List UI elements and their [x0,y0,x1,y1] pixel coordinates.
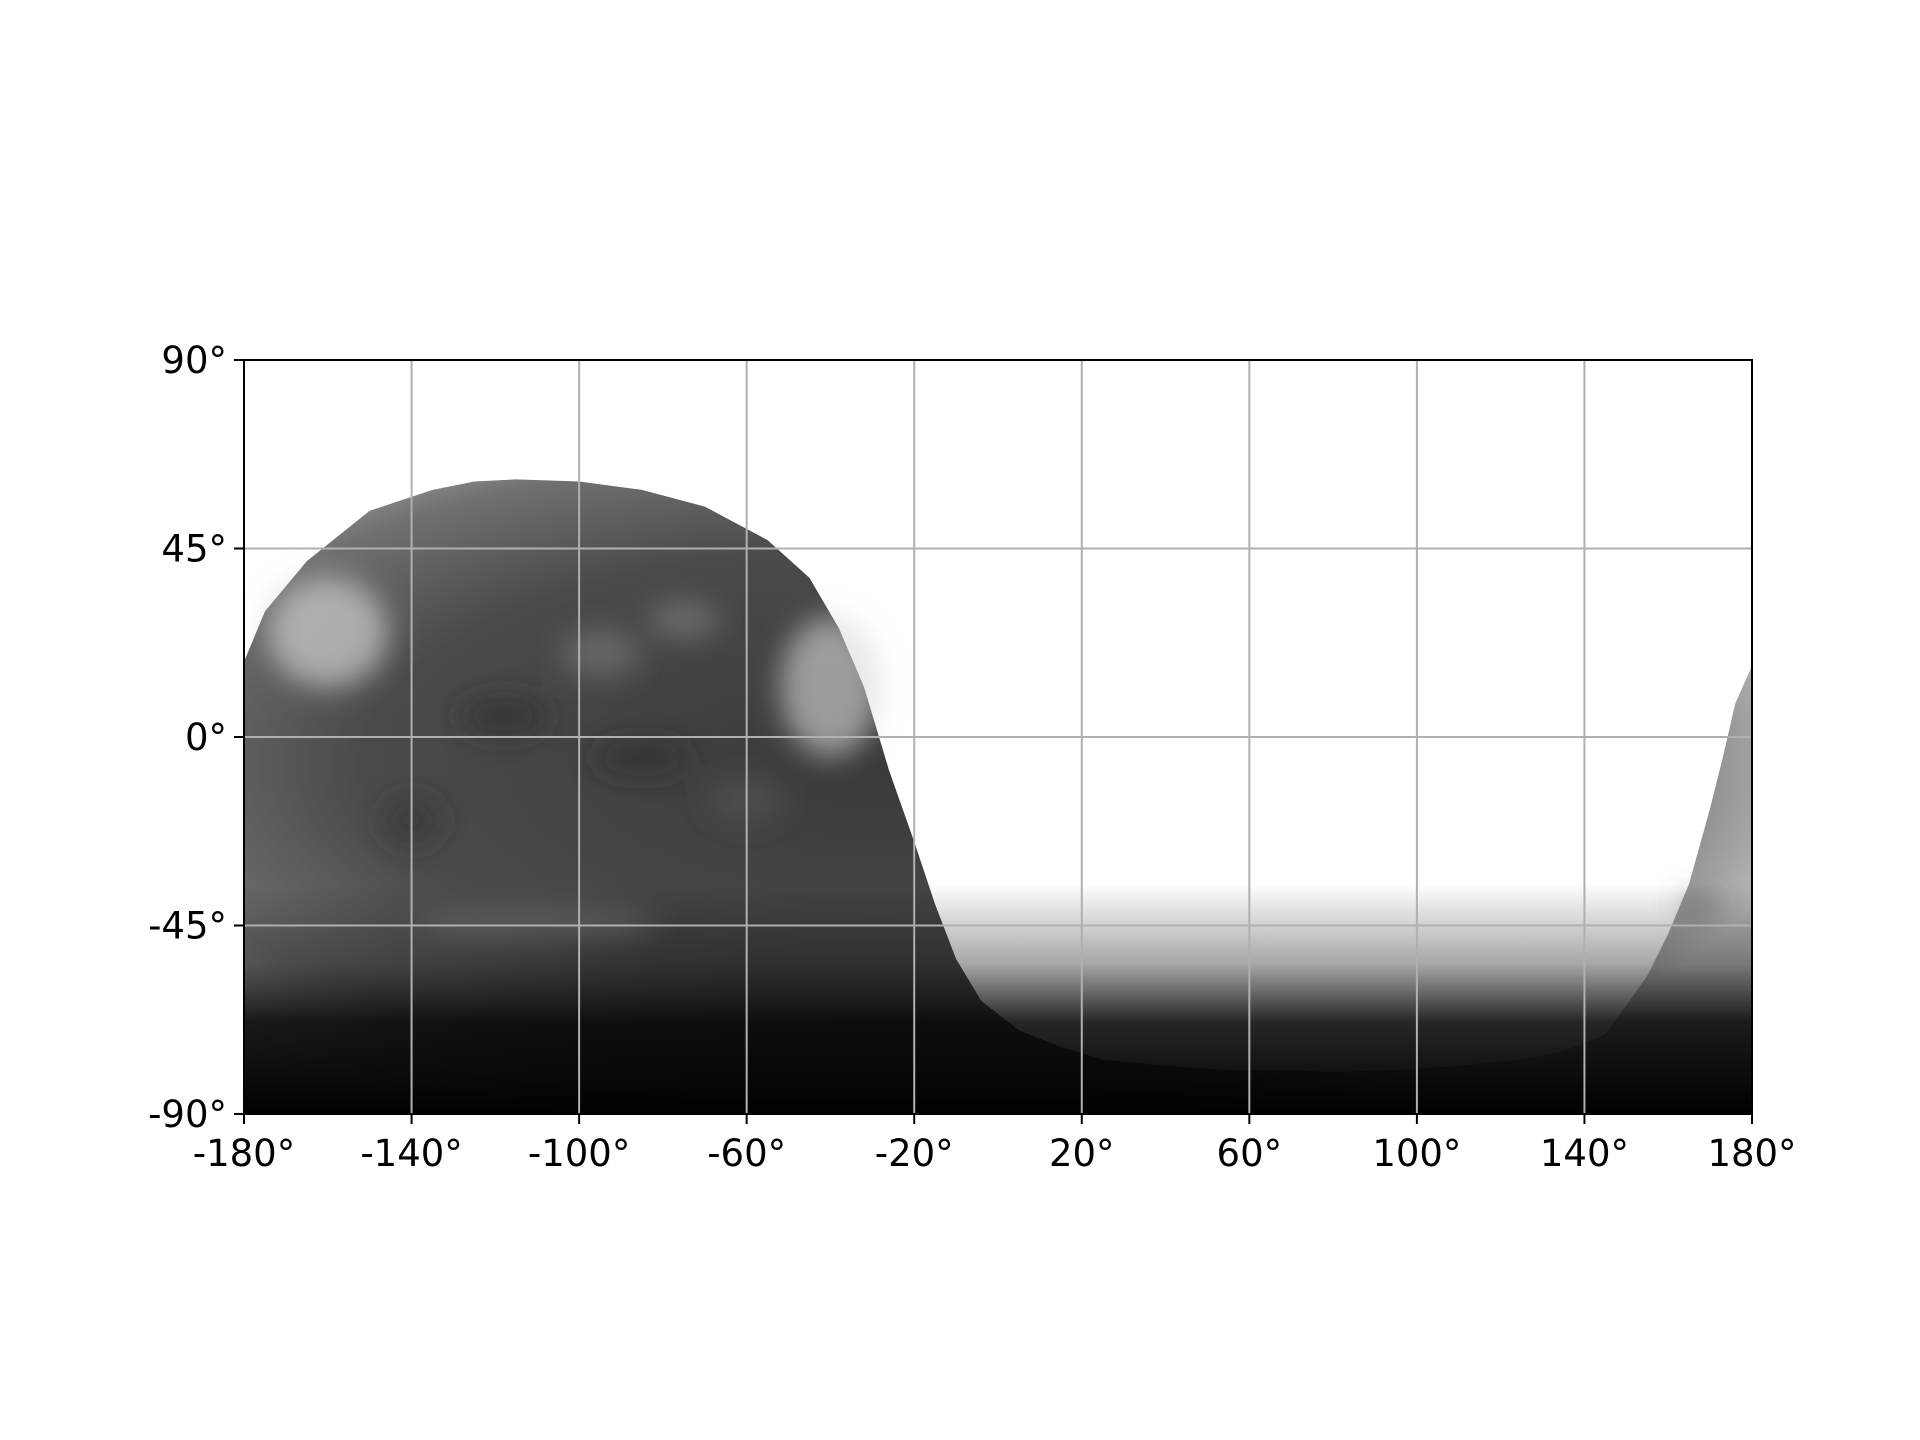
surface-feature [591,739,692,776]
y-tick-label: -90° [148,1093,227,1136]
y-tick-label: 0° [185,716,227,759]
x-tick-label: -20° [875,1132,954,1175]
surface-feature [267,577,388,688]
y-tick-label: 45° [161,528,227,571]
y-axis: 90° 45° 0° -45° -90° [148,339,244,1136]
south-polar-darkening [244,883,1752,1114]
surface-feature [648,601,719,638]
x-tick-label: -180° [193,1132,295,1175]
surface-feature [458,696,549,737]
x-tick-label: 60° [1217,1132,1283,1175]
y-tick-label: 90° [161,339,227,382]
y-tick-label: -45° [148,905,227,948]
x-tick-label: 140° [1540,1132,1629,1175]
x-tick-label: -100° [528,1132,630,1175]
x-tick-label: 180° [1707,1132,1796,1175]
x-tick-label: -140° [360,1132,462,1175]
x-tick-label: 20° [1049,1132,1115,1175]
surface-feature [560,628,641,679]
x-axis: -180° -140° -100° -60° -20° 20° 60° 100° 140° 180… [193,1114,1797,1175]
surface-feature [780,616,881,757]
x-tick-label: -60° [707,1132,786,1175]
x-tick-label: 100° [1372,1132,1461,1175]
